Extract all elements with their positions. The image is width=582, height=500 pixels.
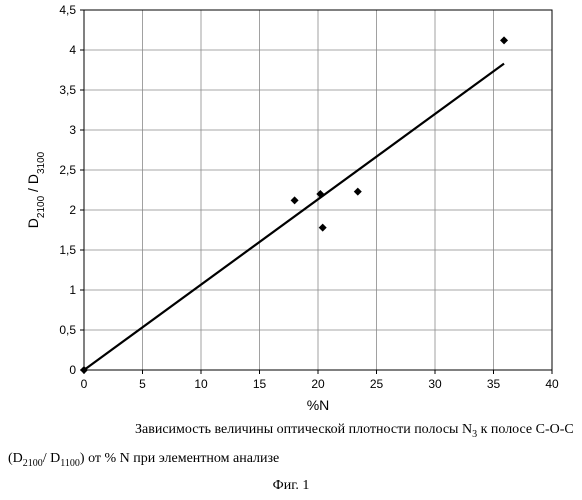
- y-tick-label: 1,5: [59, 243, 76, 257]
- x-tick-label: 15: [253, 377, 267, 391]
- y-tick-label: 0,5: [59, 323, 76, 337]
- data-point: [319, 224, 327, 232]
- x-tick-label: 20: [311, 377, 325, 391]
- data-point: [291, 196, 299, 204]
- x-tick-labels: 0 5 10 15 20 25 30 35 40: [81, 377, 559, 391]
- caption-line-1: Зависимость величины оптической плотност…: [135, 422, 574, 440]
- y-tick-label: 3: [69, 123, 76, 137]
- x-tick-label: 25: [370, 377, 384, 391]
- x-axis-label: %N: [307, 397, 330, 413]
- y-tick-label: 2: [69, 203, 76, 217]
- y-tick-label: 2,5: [59, 163, 76, 177]
- x-tick-label: 40: [545, 377, 559, 391]
- y-tick-label: 4: [69, 43, 76, 57]
- data-points: [80, 36, 508, 374]
- data-point: [354, 188, 362, 196]
- y-tick-labels: 0 0,5 1 1,5 2 2,5 3 3,5 4 4,5: [59, 3, 76, 377]
- data-point: [500, 36, 508, 44]
- y-axis-label: D2100 / D3100: [25, 151, 47, 228]
- x-tick-label: 35: [487, 377, 501, 391]
- x-tick-label: 0: [81, 377, 88, 391]
- chart: 0 5 10 15 20 25 30 35 40 0 0,5 1 1,5 2 2,5 3 3,5 4 4,5 %N…: [0, 0, 582, 420]
- y-tick-label: 4,5: [59, 3, 76, 17]
- y-tick-label: 1: [69, 283, 76, 297]
- caption-line-2: (D2100/ D1100) от % N при элементном ана…: [8, 451, 279, 469]
- axes: [80, 10, 552, 374]
- x-tick-label: 30: [428, 377, 442, 391]
- trendline: [84, 64, 504, 370]
- y-tick-label: 0: [69, 363, 76, 377]
- grid: [84, 10, 552, 370]
- x-tick-label: 10: [194, 377, 208, 391]
- trendline-line: [84, 64, 504, 370]
- x-tick-label: 5: [139, 377, 146, 391]
- figure-label: Фиг. 1: [0, 478, 582, 494]
- y-tick-label: 3,5: [59, 83, 76, 97]
